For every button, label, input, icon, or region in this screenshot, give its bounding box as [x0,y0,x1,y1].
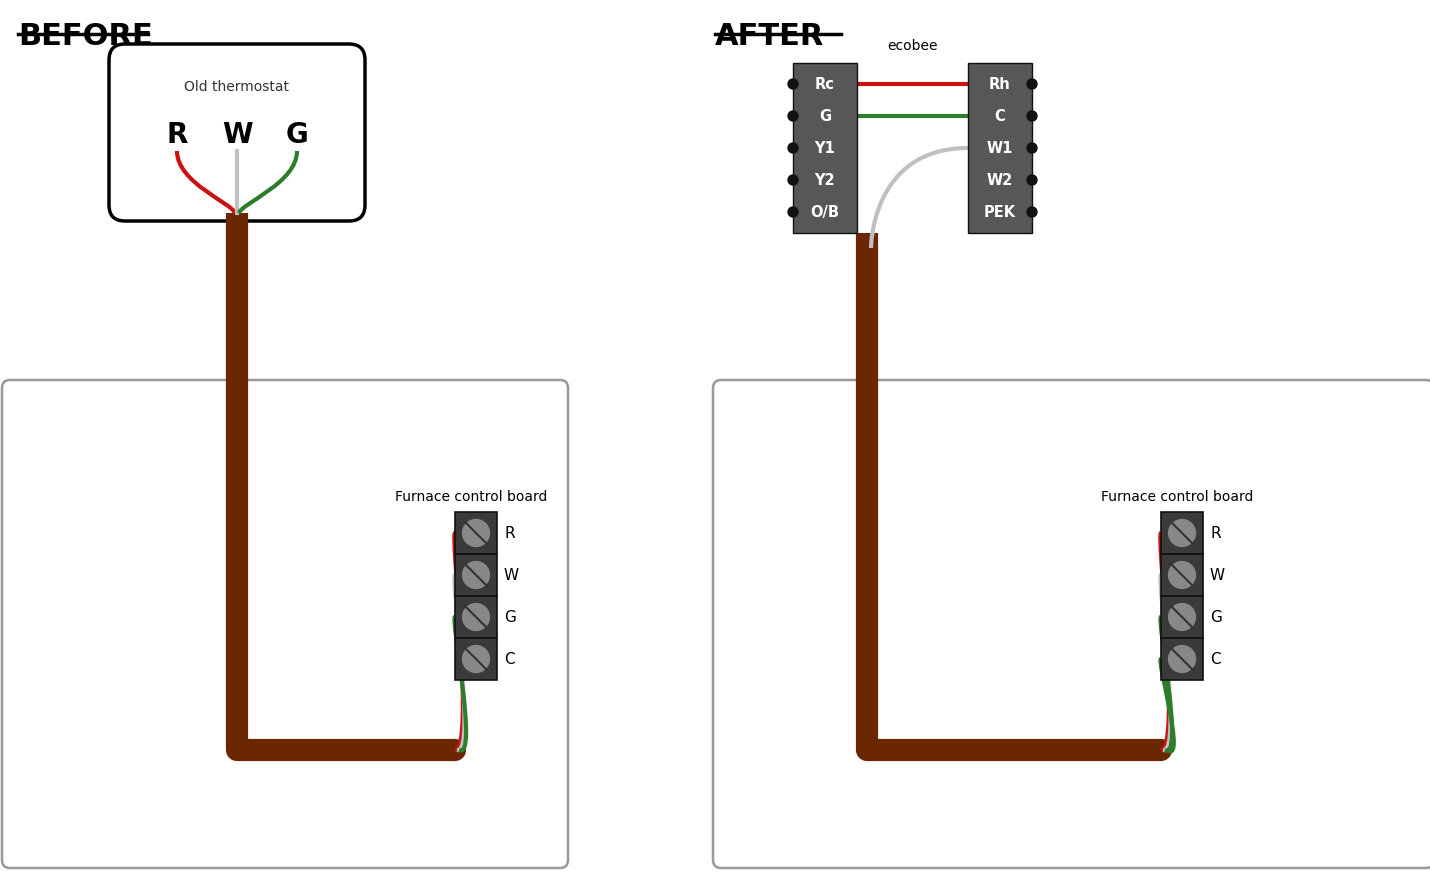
Bar [455,638,498,680]
Circle shape [462,520,489,547]
Text: Rc: Rc [815,77,835,92]
Bar [1161,512,1203,554]
FancyBboxPatch shape [109,44,365,221]
Circle shape [788,207,798,217]
Text: W1: W1 [987,140,1014,155]
Circle shape [1168,562,1195,589]
Bar [455,554,498,596]
Text: AFTER: AFTER [715,22,824,51]
Circle shape [788,111,798,121]
Text: Y2: Y2 [815,173,835,187]
Text: Rh: Rh [990,77,1011,92]
Circle shape [788,175,798,185]
Circle shape [1027,207,1037,217]
Circle shape [1168,520,1195,547]
Bar [1161,638,1203,680]
Text: W: W [503,568,519,582]
Bar [455,596,498,638]
Text: C: C [1210,651,1221,666]
Bar [1161,554,1203,596]
Circle shape [1027,175,1037,185]
Text: R: R [166,121,187,149]
Text: W: W [222,121,252,149]
Text: R: R [1210,526,1221,541]
Circle shape [788,143,798,153]
Circle shape [462,562,489,589]
Text: PEK: PEK [984,205,1017,220]
Text: BEFORE: BEFORE [19,22,153,51]
Text: G: G [1210,610,1221,624]
Text: C: C [503,651,515,666]
Circle shape [788,79,798,89]
Circle shape [1168,645,1195,672]
Bar [968,63,1032,233]
Text: O/B: O/B [811,205,839,220]
Circle shape [1168,603,1195,630]
Bar [455,512,498,554]
Text: G: G [503,610,516,624]
Text: ecobee: ecobee [887,39,938,53]
Text: Y1: Y1 [815,140,835,155]
Circle shape [462,603,489,630]
Text: G: G [286,121,309,149]
Text: W: W [1210,568,1226,582]
Bar [794,63,857,233]
FancyBboxPatch shape [1,380,568,868]
Text: R: R [503,526,515,541]
Text: Old thermostat: Old thermostat [184,80,289,94]
Text: C: C [995,108,1005,124]
FancyBboxPatch shape [714,380,1430,868]
Bar [1161,596,1203,638]
Text: Furnace control board: Furnace control board [1101,490,1253,504]
Text: W2: W2 [987,173,1012,187]
Circle shape [1027,111,1037,121]
Circle shape [1027,143,1037,153]
Text: Furnace control board: Furnace control board [395,490,548,504]
Circle shape [462,645,489,672]
Text: G: G [819,108,831,124]
Circle shape [1027,79,1037,89]
